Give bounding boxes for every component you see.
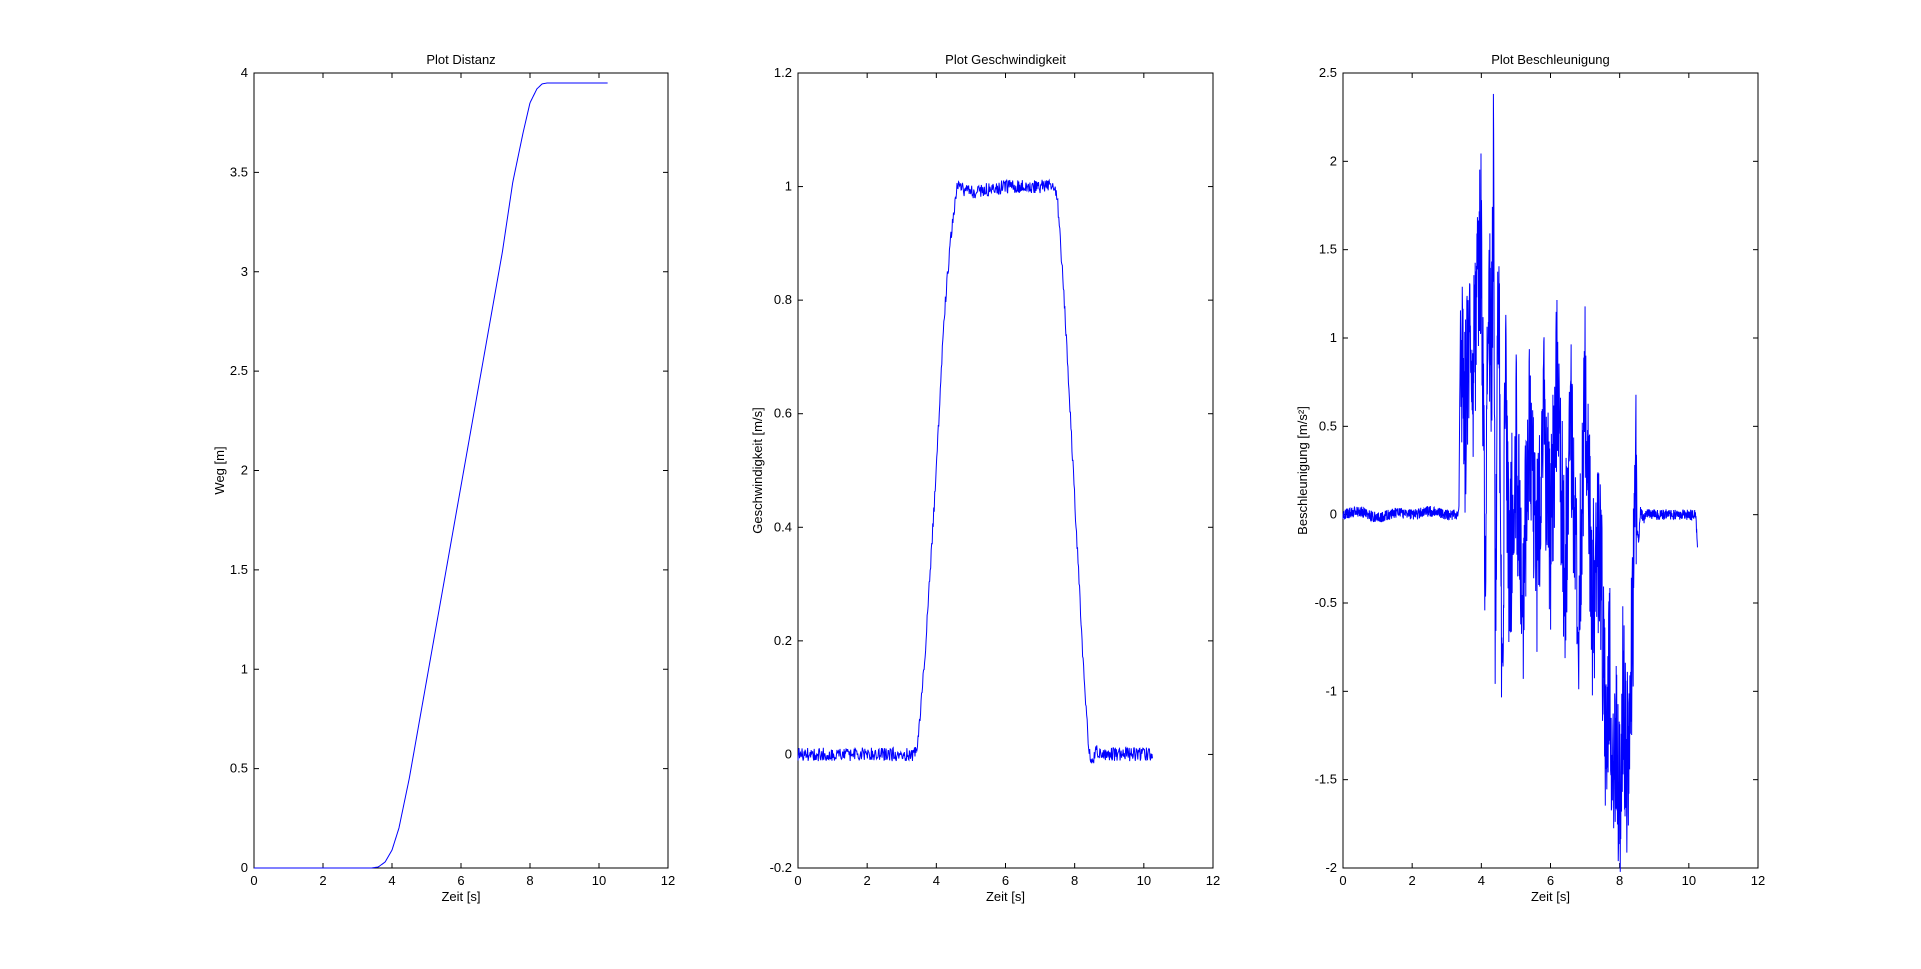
x-axis-label: Zeit [s] — [986, 889, 1025, 904]
x-tick-label: 8 — [1071, 873, 1078, 888]
y-tick-label: 0.5 — [1319, 418, 1337, 433]
x-tick-label: 6 — [457, 873, 464, 888]
x-tick-label: 6 — [1002, 873, 1009, 888]
y-tick-label: -1 — [1325, 683, 1337, 698]
y-axis-label: Geschwindigkeit [m/s] — [750, 407, 765, 533]
x-tick-label: 12 — [1751, 873, 1765, 888]
subplot-3: 0 2 4 6 8 10 12 -2 -1.5 -1 -0.5 0 0.5 1 1.5 2 2.5 Plot Be… — [1295, 52, 1765, 904]
y-tick-label: 1.2 — [774, 65, 792, 80]
x-tick-label: 2 — [1409, 873, 1416, 888]
subplot-1: 0 2 4 6 8 10 12 0 0.5 1 1.5 2 2.5 3 3.5 4 Plot Distanz Ze… — [212, 52, 675, 904]
y-tick-label: 3 — [241, 264, 248, 279]
y-tick-label: 0.6 — [774, 406, 792, 421]
y-tick-label: 0 — [241, 860, 248, 875]
y-tick-label: -0.5 — [1315, 595, 1337, 610]
axes-box — [253, 72, 669, 869]
y-tick-label: 0.4 — [774, 519, 792, 534]
x-tick-label: 2 — [864, 873, 871, 888]
y-tick-label: 0 — [785, 746, 792, 761]
y-tick-label: 3.5 — [230, 164, 248, 179]
x-tick-label: 8 — [526, 873, 533, 888]
y-axis-label: Weg [m] — [212, 446, 227, 494]
x-tick-label: 4 — [933, 873, 940, 888]
axes-box — [797, 72, 1214, 869]
x-tick-label: 8 — [1616, 873, 1623, 888]
y-tick-label: -1.5 — [1315, 772, 1337, 787]
series-line — [1342, 93, 1698, 872]
y-tick-label: 2.5 — [230, 363, 248, 378]
y-tick-label: 2.5 — [1319, 65, 1337, 80]
y-tick-label: 0.2 — [774, 633, 792, 648]
y-axis-label: Beschleunigung [m/s²] — [1295, 406, 1310, 535]
x-tick-label: 10 — [592, 873, 606, 888]
y-tick-label: 0 — [1330, 507, 1337, 522]
x-tick-label: 12 — [1206, 873, 1220, 888]
x-tick-label: 6 — [1547, 873, 1554, 888]
x-tick-label: 12 — [661, 873, 675, 888]
y-tick-label: -0.2 — [770, 860, 792, 875]
x-tick-label: 0 — [794, 873, 801, 888]
series-line — [254, 82, 608, 869]
series-line — [797, 178, 1153, 764]
y-tick-label: 1.5 — [230, 562, 248, 577]
x-tick-label: 4 — [1478, 873, 1485, 888]
x-tick-label: 0 — [250, 873, 257, 888]
y-tick-label: 1 — [241, 661, 248, 676]
y-tick-label: 1.5 — [1319, 242, 1337, 257]
x-tick-label: 10 — [1682, 873, 1696, 888]
chart-title: Plot Distanz — [426, 52, 495, 67]
y-tick-label: -2 — [1325, 860, 1337, 875]
x-tick-label: 4 — [388, 873, 395, 888]
x-tick-label: 10 — [1137, 873, 1151, 888]
y-tick-label: 1 — [1330, 330, 1337, 345]
y-tick-label: 0.5 — [230, 761, 248, 776]
y-tick-label: 4 — [241, 65, 248, 80]
x-tick-label: 0 — [1339, 873, 1346, 888]
chart-title: Plot Geschwindigkeit — [945, 52, 1066, 67]
y-tick-label: 0.8 — [774, 292, 792, 307]
x-axis-label: Zeit [s] — [1531, 889, 1570, 904]
y-tick-label: 1 — [785, 179, 792, 194]
x-tick-label: 2 — [319, 873, 326, 888]
y-tick-label: 2 — [1330, 153, 1337, 168]
chart-title: Plot Beschleunigung — [1491, 52, 1610, 67]
x-axis-label: Zeit [s] — [441, 889, 480, 904]
y-tick-label: 2 — [241, 463, 248, 478]
